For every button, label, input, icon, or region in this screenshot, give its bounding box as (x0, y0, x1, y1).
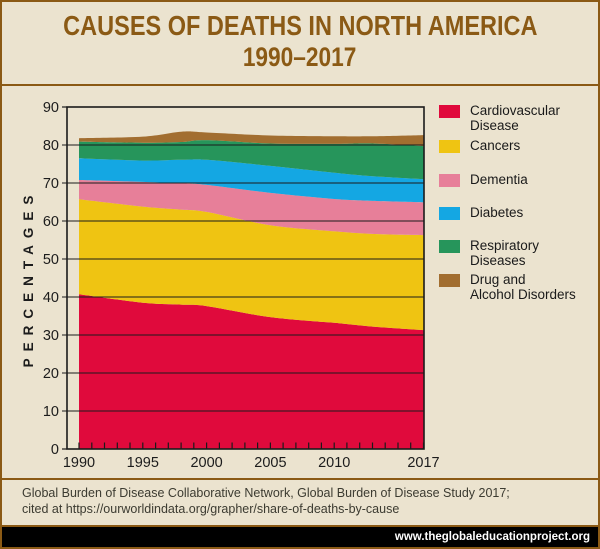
legend-label-diabetes: Diabetes (470, 205, 524, 220)
y-tick-label-80: 80 (43, 138, 59, 154)
source-line2: cited at https://ourworldindata.org/grap… (22, 501, 400, 516)
area-diabetes (79, 158, 424, 203)
legend-swatch-cancers (439, 140, 460, 153)
y-tick-label-50: 50 (43, 252, 59, 268)
legend-label-dementia: Dementia (470, 172, 528, 187)
y-tick-label-70: 70 (43, 176, 59, 192)
page-title-line1: CAUSES OF DEATHS IN NORTH AMERICA (62, 10, 538, 41)
page-title-line2: 1990–2017 (243, 42, 357, 73)
legend-item-dementia: Dementia (439, 172, 528, 187)
area-cardiovascular-disease (79, 294, 424, 449)
legend-label-cancers: Cancers (470, 138, 521, 153)
legend-swatch-dementia (439, 174, 460, 187)
legend-item-respiratory-diseases: Respiratory Diseases (439, 238, 539, 268)
y-tick-label-0: 0 (51, 442, 59, 458)
x-tick-label-2017: 2017 (407, 455, 439, 471)
x-tick-label-1990: 1990 (63, 455, 95, 471)
website-bar: www.theglobaleducationproject.org (2, 525, 598, 547)
chart-legend: Cardiovascular Disease Cancers Dementia Diab… (439, 86, 598, 478)
legend-label-respiratory-diseases: Respiratory Diseases (470, 238, 540, 268)
y-tick-label-60: 60 (43, 214, 59, 230)
area-respiratory-diseases (79, 140, 424, 180)
legend-item-cancers: Cancers (439, 138, 520, 153)
legend-swatch-cardiovascular-disease (439, 105, 460, 118)
legend-swatch-diabetes (439, 207, 460, 220)
legend-item-cardiovascular-disease: Cardiovascular Disease (439, 103, 560, 133)
area-drug-and-alcohol-disorders (79, 131, 424, 147)
legend-swatch-drug-and-alcohol-disorders (439, 274, 460, 287)
legend-item-diabetes: Diabetes (439, 205, 523, 220)
y-tick-label-20: 20 (43, 366, 59, 382)
website-url: www.theglobaleducationproject.org (394, 531, 590, 543)
legend-item-drug-and-alcohol-disorders: Drug and Alcohol Disorders (439, 272, 576, 302)
stacked-area-chart: 1990 1995 2000 2005 2010 2017 0 10 20 30 40 50 60 70 8… (2, 86, 598, 478)
source-line1: Global Burden of Disease Collaborative N… (22, 486, 510, 500)
y-tick-label-10: 10 (43, 404, 59, 420)
legend-swatch-respiratory-diseases (439, 240, 460, 253)
x-tick-label-2005: 2005 (254, 455, 286, 471)
x-tick-label-2000: 2000 (190, 455, 222, 471)
x-tick-label-1995: 1995 (127, 455, 159, 471)
legend-label-drug-and-alcohol-disorders: Drug and Alcohol Disorders (470, 272, 576, 302)
plot-border (66, 106, 425, 450)
x-tick-label-2010: 2010 (318, 455, 350, 471)
title-block: CAUSES OF DEATHS IN NORTH AMERICA 1990–2… (2, 2, 598, 86)
y-axis-label: PERCENTAGES (21, 188, 36, 368)
y-tick-label-40: 40 (43, 290, 59, 306)
legend-label-cardiovascular-disease: Cardiovascular Disease (470, 103, 561, 133)
chart-svg: 1990 1995 2000 2005 2010 2017 0 10 20 30 40 50 60 70 8… (43, 100, 440, 471)
y-tick-label-30: 30 (43, 328, 59, 344)
source-citation: Global Burden of Disease Collaborative N… (2, 478, 598, 525)
y-tick-label-90: 90 (43, 100, 59, 116)
